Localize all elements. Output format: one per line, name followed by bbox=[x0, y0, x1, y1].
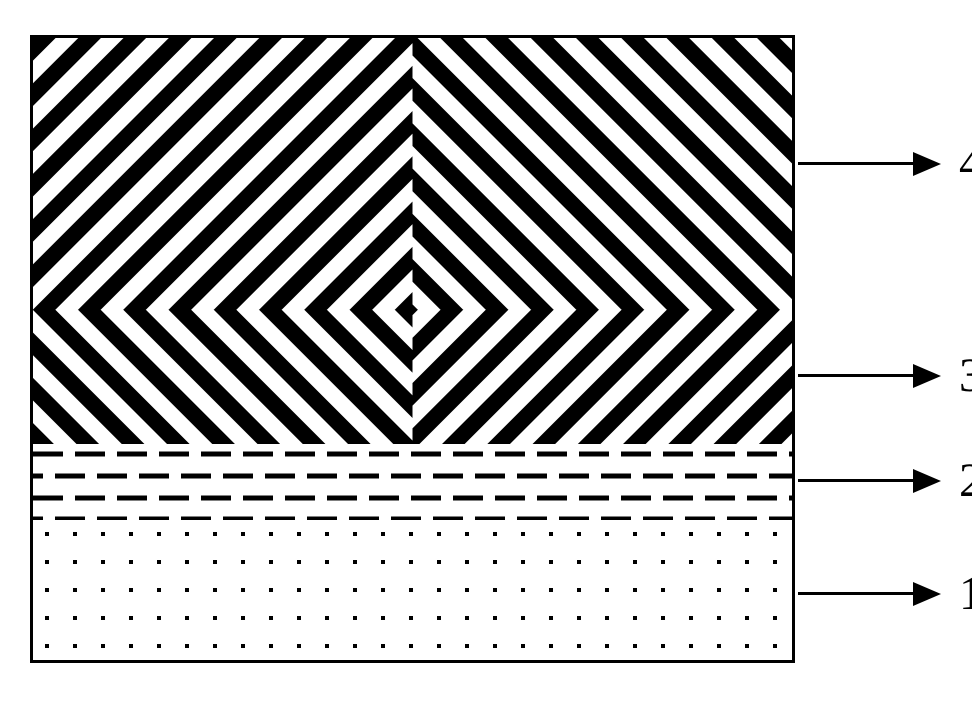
layer-3-pattern bbox=[33, 310, 792, 444]
layer-1 bbox=[33, 520, 792, 660]
arrow-line-icon bbox=[798, 374, 913, 377]
figure-container: 4 3 2 1 bbox=[20, 20, 972, 681]
label-1: 1 bbox=[959, 566, 972, 621]
layered-diagram bbox=[30, 35, 795, 663]
layer-2-pattern bbox=[33, 444, 792, 520]
label-3: 3 bbox=[959, 348, 972, 403]
annotation-4: 4 bbox=[798, 136, 972, 191]
label-2: 2 bbox=[959, 453, 972, 508]
layer-1-pattern bbox=[33, 520, 792, 660]
arrow-line-icon bbox=[798, 592, 913, 595]
layer-2 bbox=[33, 444, 792, 520]
arrow-line-icon bbox=[798, 479, 913, 482]
annotation-1: 1 bbox=[798, 566, 972, 621]
layer-3 bbox=[33, 310, 792, 444]
annotation-3: 3 bbox=[798, 348, 972, 403]
arrow-head-icon bbox=[913, 364, 941, 388]
arrow-line-icon bbox=[798, 162, 913, 165]
annotation-2: 2 bbox=[798, 453, 972, 508]
arrow-head-icon bbox=[913, 469, 941, 493]
arrow-head-icon bbox=[913, 582, 941, 606]
layer-4 bbox=[33, 38, 792, 310]
layer-4-pattern bbox=[33, 38, 792, 310]
label-4: 4 bbox=[959, 136, 972, 191]
arrow-head-icon bbox=[913, 152, 941, 176]
